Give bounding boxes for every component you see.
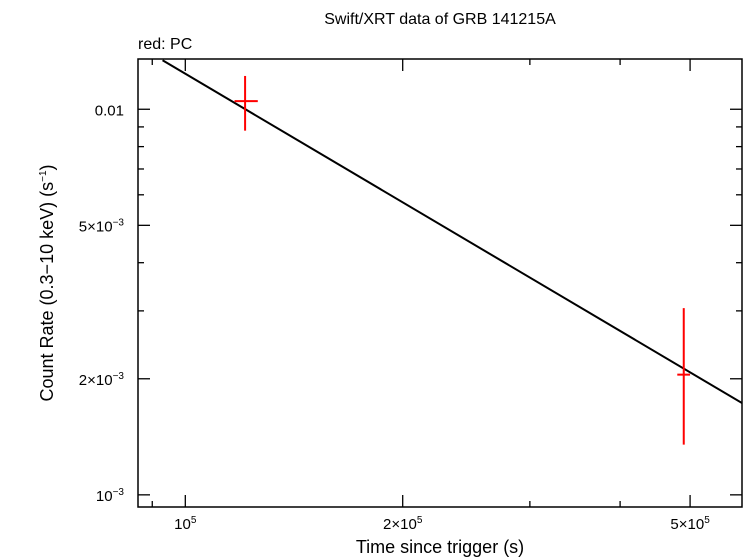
x-tick-label: 2×105 — [383, 515, 423, 533]
data-point — [234, 75, 258, 131]
plot-frame — [137, 58, 743, 508]
x-tick-label: 5×105 — [670, 515, 710, 533]
major-ticks — [138, 59, 742, 507]
y-tick-label: 5×10−3 — [79, 217, 125, 235]
y-tick-label: 2×10−3 — [79, 371, 125, 389]
y-tick-label: 10−3 — [96, 487, 125, 505]
x-axis-label: Time since trigger (s) — [356, 537, 524, 557]
model-line — [162, 59, 742, 404]
chart-title: Swift/XRT data of GRB 141215A — [324, 11, 556, 28]
y-axis-label: Count Rate (0.3−10 keV) (s−1) — [37, 164, 57, 401]
chart-annotation: red: PC — [138, 36, 192, 53]
data-points — [234, 75, 691, 445]
data-point — [677, 308, 691, 445]
tick-labels: 105 2×105 5×105 10−3 2×10−3 5×10−3 0.01 — [79, 102, 710, 533]
minor-ticks — [138, 59, 742, 507]
x-tick-label: 105 — [174, 515, 197, 533]
y-tick-label: 0.01 — [95, 102, 124, 119]
